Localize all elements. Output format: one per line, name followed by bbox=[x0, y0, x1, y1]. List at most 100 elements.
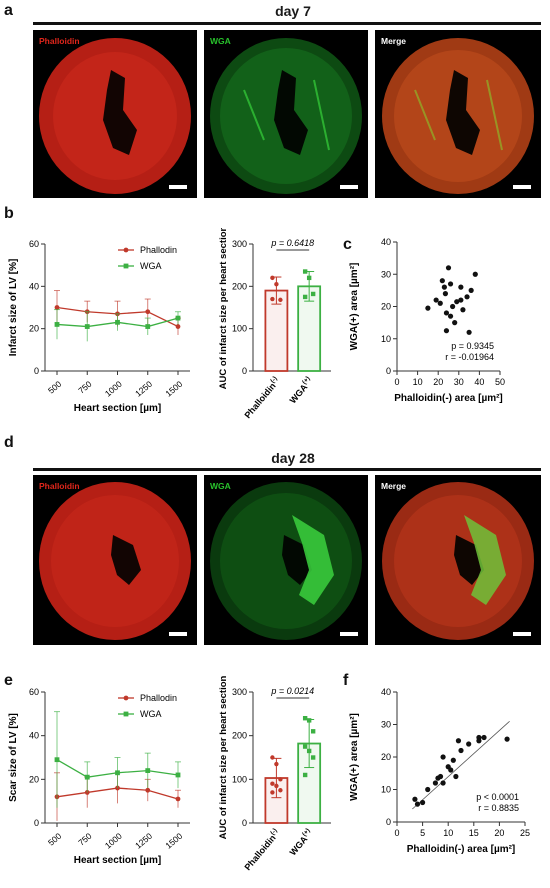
chart-e-scar-line: 0 20 40 60 500 750 1000 1250 1500 Phallodin WGA Hea… bbox=[8, 687, 190, 866]
data-point bbox=[440, 754, 446, 760]
data-point bbox=[175, 315, 181, 321]
y-tick-label: 60 bbox=[29, 687, 39, 697]
data-point bbox=[454, 299, 460, 305]
stat-text: r = -0.01964 bbox=[445, 352, 494, 362]
x-tick-label: 1250 bbox=[133, 379, 154, 399]
data-point bbox=[453, 773, 459, 780]
x-tick-label: WGA(+) bbox=[287, 827, 315, 857]
y-tick-label: 20 bbox=[381, 752, 391, 762]
legend-label: WGA bbox=[140, 261, 162, 271]
legend-marker bbox=[123, 711, 129, 717]
y-tick-label: 40 bbox=[29, 731, 39, 741]
x-tick-label-sup: (-) bbox=[269, 827, 279, 836]
x-tick-label: 1000 bbox=[103, 831, 124, 851]
data-point bbox=[450, 757, 456, 763]
x-tick-label: 0 bbox=[394, 377, 399, 387]
data-point bbox=[476, 738, 482, 744]
y-tick-label: 200 bbox=[232, 731, 247, 741]
x-tick-label: 750 bbox=[76, 831, 94, 848]
data-point bbox=[54, 322, 60, 327]
data-point bbox=[115, 770, 120, 776]
y-tick-label: 0 bbox=[34, 366, 39, 376]
data-point bbox=[439, 278, 445, 284]
data-point bbox=[412, 796, 418, 802]
x-tick-label-main: Phalloidin bbox=[242, 381, 277, 420]
data-point bbox=[175, 324, 181, 329]
x-tick-label: 20 bbox=[494, 828, 504, 838]
data-point bbox=[278, 297, 283, 303]
data-point bbox=[481, 734, 487, 741]
data-point bbox=[145, 787, 151, 793]
data-point bbox=[84, 774, 90, 780]
day28-title: day 28 bbox=[271, 450, 315, 466]
x-axis-title: Phalloidin(-) area [µm²] bbox=[394, 393, 503, 404]
x-tick-label: 1500 bbox=[163, 379, 184, 399]
data-point bbox=[460, 307, 466, 313]
data-point bbox=[270, 755, 275, 760]
scale-bar bbox=[169, 632, 187, 636]
y-axis-title: WGA(+) area [µm²] bbox=[349, 263, 360, 351]
y-tick-label: 30 bbox=[381, 269, 391, 279]
stat-text: r = 0.8835 bbox=[478, 803, 519, 813]
stat-text: p < 0.0001 bbox=[476, 792, 519, 802]
x-tick-label: 20 bbox=[433, 377, 443, 387]
y-axis-title: WGA(+) area [µm²] bbox=[349, 713, 360, 801]
data-point bbox=[455, 738, 462, 744]
x-tick-label: 1000 bbox=[103, 379, 124, 399]
y-tick-label: 300 bbox=[232, 687, 247, 697]
scale-bar bbox=[513, 632, 531, 636]
data-point bbox=[420, 799, 426, 806]
legend-marker bbox=[123, 695, 129, 701]
x-tick-label-sup: (+) bbox=[301, 827, 312, 838]
y-tick-label: 10 bbox=[381, 785, 391, 795]
day7-title: day 7 bbox=[275, 3, 311, 19]
day28-phalloidin-image: Phalloidin bbox=[33, 475, 197, 645]
day28-phalloidin-label: Phalloidin bbox=[39, 481, 80, 491]
x-tick-label: 0 bbox=[394, 828, 399, 838]
y-tick-label: 10 bbox=[381, 334, 391, 344]
y-axis-title: Infarct size of LV [%] bbox=[8, 259, 19, 357]
y-tick-label: 0 bbox=[242, 818, 247, 828]
data-point bbox=[437, 773, 444, 780]
data-point bbox=[310, 729, 316, 734]
legend-label: Phallodin bbox=[140, 245, 177, 255]
legend-marker bbox=[123, 263, 129, 269]
data-point bbox=[448, 767, 454, 773]
scale-bar bbox=[169, 185, 187, 189]
data-point bbox=[447, 281, 454, 287]
day7-merge-image: Merge bbox=[375, 30, 541, 198]
data-point bbox=[443, 310, 450, 316]
p-value-annotation: p = 0.0214 bbox=[270, 686, 314, 696]
data-point bbox=[458, 747, 464, 754]
panel-letter-e: e bbox=[4, 672, 13, 689]
day7-wga-label: WGA bbox=[210, 36, 231, 46]
day28-wga-image: WGA bbox=[204, 475, 368, 645]
x-tick-label: 30 bbox=[454, 377, 464, 387]
y-axis-title: Scar size of LV [%] bbox=[8, 713, 19, 802]
x-tick-label: WGA(+) bbox=[287, 375, 315, 405]
day7-divider bbox=[33, 22, 541, 25]
day28-divider bbox=[33, 468, 541, 471]
x-tick-label: 500 bbox=[46, 831, 64, 848]
scale-bar bbox=[340, 185, 358, 189]
data-point bbox=[466, 329, 472, 335]
data-point bbox=[468, 287, 474, 293]
data-point bbox=[270, 790, 275, 795]
data-point bbox=[472, 271, 478, 277]
data-point bbox=[302, 269, 308, 274]
data-point bbox=[145, 768, 151, 773]
data-point bbox=[458, 297, 464, 303]
data-point bbox=[445, 265, 452, 271]
data-point bbox=[84, 324, 90, 329]
x-tick-label: 1500 bbox=[163, 831, 184, 851]
data-point bbox=[450, 303, 456, 310]
y-tick-label: 0 bbox=[386, 366, 391, 376]
data-point bbox=[504, 736, 510, 742]
x-tick-label: 500 bbox=[46, 379, 64, 396]
data-point bbox=[278, 777, 283, 782]
y-tick-label: 0 bbox=[386, 817, 391, 827]
x-tick-label: 750 bbox=[76, 379, 94, 396]
